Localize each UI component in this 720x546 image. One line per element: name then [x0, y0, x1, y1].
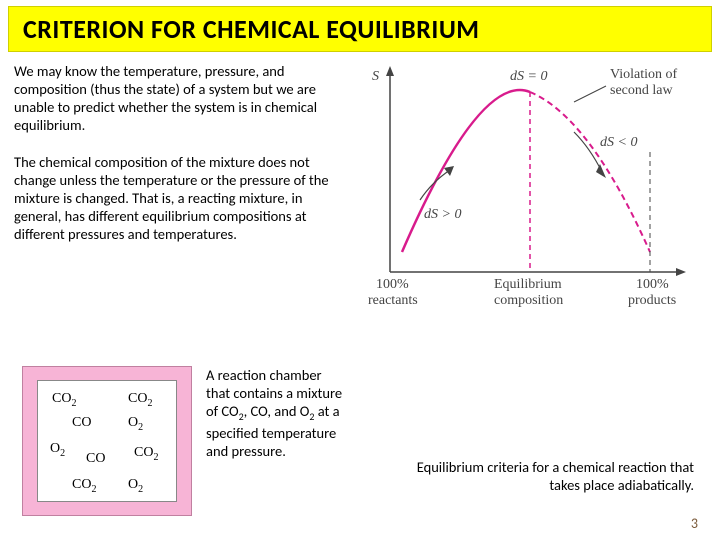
diagram-caption: Equilibrium criteria for a chemical reac… — [414, 458, 694, 494]
label-ds-pos: dS > 0 — [424, 207, 461, 222]
reaction-chamber-figure: CO2 CO2 CO O2 O2 CO CO2 CO2 O2 — [22, 366, 192, 516]
molecule-label: O2 — [50, 441, 65, 459]
chamber-description: A reaction chamber that contains a mixtu… — [206, 366, 346, 460]
page-title: CRITERION FOR CHEMICAL EQUILIBRIUM — [23, 13, 697, 45]
paragraph-1: We may know the temperature, pressure, a… — [14, 62, 344, 135]
label-ds-zero: dS = 0 — [510, 69, 547, 84]
entropy-diagram: S dS = 0 Violation of second law dS > 0 … — [354, 62, 706, 322]
label-ds-neg: dS < 0 — [600, 135, 637, 150]
svg-text:100%: 100% — [376, 277, 409, 292]
curve-solid — [402, 90, 530, 252]
title-banner: CRITERION FOR CHEMICAL EQUILIBRIUM — [8, 6, 712, 52]
molecule-label: CO2 — [52, 391, 76, 409]
label-violation-2: second law — [610, 83, 673, 98]
y-axis-label: S — [372, 69, 379, 84]
curve-dashed — [530, 92, 650, 252]
molecule-label: CO — [86, 451, 105, 467]
molecule-label: CO2 — [128, 391, 152, 409]
page-number: 3 — [691, 515, 698, 532]
chamber-molecules: CO2 CO2 CO O2 O2 CO CO2 CO2 O2 — [37, 380, 177, 502]
svg-text:reactants: reactants — [368, 293, 418, 308]
right-column: S dS = 0 Violation of second law dS > 0 … — [354, 62, 706, 327]
molecule-label: CO2 — [134, 445, 158, 463]
molecule-label: CO2 — [72, 477, 96, 495]
molecule-label: CO — [72, 415, 91, 431]
molecule-label: O2 — [128, 477, 143, 495]
molecule-label: O2 — [128, 415, 143, 433]
svg-text:products: products — [628, 293, 676, 308]
label-violation-1: Violation of — [610, 67, 678, 82]
content-area: We may know the temperature, pressure, a… — [0, 62, 720, 327]
left-column: We may know the temperature, pressure, a… — [14, 62, 354, 327]
lower-row: CO2 CO2 CO O2 O2 CO CO2 CO2 O2 A reaction chambe… — [22, 366, 346, 516]
svg-text:composition: composition — [494, 293, 563, 308]
svg-text:100%: 100% — [636, 277, 669, 292]
paragraph-2: The chemical composition of the mixture … — [14, 153, 344, 244]
svg-text:Equilibrium: Equilibrium — [494, 277, 562, 292]
